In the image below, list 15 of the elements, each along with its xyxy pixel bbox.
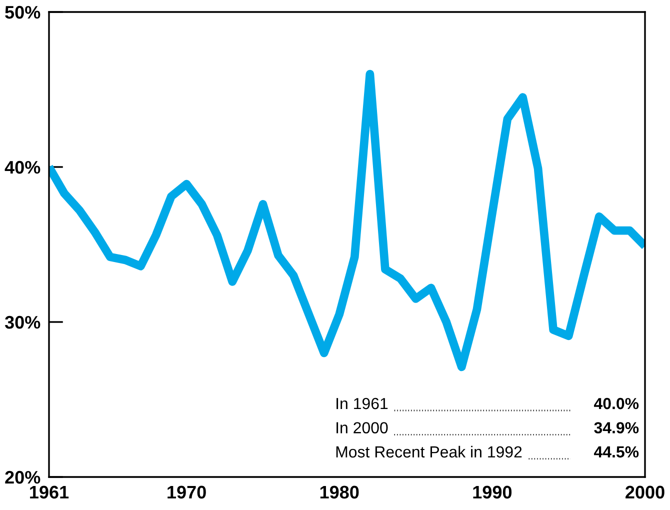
y-tick-label: 30% <box>4 316 40 329</box>
x-tick-label: 1961 <box>30 486 69 499</box>
annotation: 34.9% <box>594 422 639 434</box>
annotation: 44.5% <box>594 446 639 458</box>
x-tick-label: 1990 <box>473 486 512 499</box>
y-tick-label: 40% <box>4 160 40 174</box>
annotation: In 1961 <box>336 398 388 410</box>
x-tick-label: 1970 <box>168 486 206 499</box>
annotation: Most Recent Peak in 1992 <box>336 446 522 458</box>
annotation: 40.0% <box>594 398 639 410</box>
y-tick-label: 50% <box>5 6 40 19</box>
annotation: In 2000 <box>336 422 388 434</box>
y-tick-label: 20% <box>5 470 40 484</box>
x-tick-label: 1980 <box>320 486 359 499</box>
x-tick-label: 2000 <box>626 486 664 499</box>
